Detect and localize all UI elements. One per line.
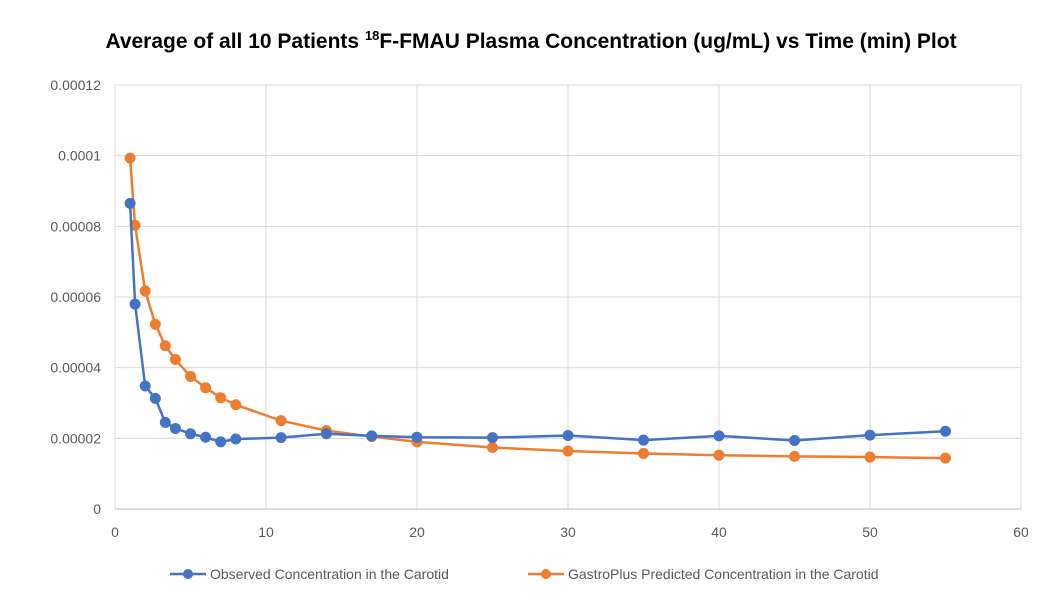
data-point <box>215 392 227 404</box>
y-tick-label: 0.00012 <box>50 77 101 93</box>
data-point <box>185 428 196 440</box>
axes: 0 0.00002 0.00004 0.00006 0.00008 0.0001 0.000… <box>50 77 1029 540</box>
data-point <box>159 416 171 428</box>
legend-marker <box>541 569 551 579</box>
data-point <box>713 430 725 442</box>
data-point <box>159 340 171 352</box>
y-tick-label: 0.00006 <box>50 289 101 305</box>
x-tick-label: 0 <box>111 524 119 540</box>
data-point <box>200 431 212 443</box>
data-point <box>215 436 227 448</box>
data-point <box>185 371 196 382</box>
series-predicted <box>124 152 951 464</box>
data-point <box>411 431 423 443</box>
y-tick-label: 0.00002 <box>50 430 101 446</box>
grid-lines <box>115 84 1022 509</box>
legend: Observed Concentration in the Carotid Gas… <box>170 566 879 582</box>
data-point <box>275 415 287 427</box>
y-tick-label: 0.0001 <box>58 148 101 164</box>
data-point <box>789 434 800 446</box>
data-point <box>124 152 136 164</box>
data-point <box>200 382 212 394</box>
y-tick-label: 0 <box>93 501 101 517</box>
data-point <box>149 318 161 330</box>
data-point <box>940 425 951 437</box>
x-tick-label: 40 <box>711 524 727 540</box>
data-point <box>940 452 951 464</box>
data-point <box>864 451 876 463</box>
x-tick-label: 60 <box>1013 524 1029 540</box>
data-point <box>169 354 181 366</box>
chart-title-superscript: 18 <box>364 28 380 43</box>
series-line <box>128 203 946 444</box>
x-tick-label: 30 <box>560 524 576 540</box>
legend-item: GastroPlus Predicted Concentration in th… <box>528 566 879 582</box>
series-observed <box>124 197 951 448</box>
x-tick-label: 20 <box>409 524 425 540</box>
series-line <box>128 158 946 460</box>
data-point <box>562 445 574 457</box>
data-point <box>487 442 498 454</box>
legend-label: Observed Concentration in the Carotid <box>210 566 449 582</box>
data-point <box>139 380 151 392</box>
series-layer <box>124 152 951 464</box>
data-point <box>487 432 498 444</box>
data-point <box>139 285 151 297</box>
data-point <box>230 399 242 411</box>
data-point <box>713 449 725 461</box>
data-point <box>638 448 649 460</box>
y-tick-label: 0.00004 <box>50 360 101 376</box>
chart-title: Average of all 10 Patients 18F-FMAU Plas… <box>0 28 1062 54</box>
chart-title-prefix: Average of all 10 Patients <box>105 30 365 53</box>
data-point <box>864 429 876 441</box>
chart-title-suffix: F-FMAU Plasma Concentration (ug/mL) vs T… <box>379 30 957 53</box>
data-point <box>129 298 141 310</box>
data-point <box>366 430 378 442</box>
data-point <box>789 450 800 462</box>
data-point <box>320 428 332 440</box>
legend-label: GastroPlus Predicted Concentration in th… <box>568 566 879 582</box>
legend-marker <box>183 569 193 579</box>
x-tick-label: 10 <box>258 524 274 540</box>
data-point <box>149 392 161 404</box>
data-point <box>124 197 136 209</box>
y-tick-label: 0.00008 <box>50 218 101 234</box>
data-point <box>638 434 649 446</box>
x-tick-label: 50 <box>862 524 878 540</box>
data-point <box>169 422 181 434</box>
data-point <box>230 433 242 445</box>
data-point <box>562 430 574 442</box>
legend-item: Observed Concentration in the Carotid <box>170 566 449 582</box>
data-point <box>275 432 287 444</box>
